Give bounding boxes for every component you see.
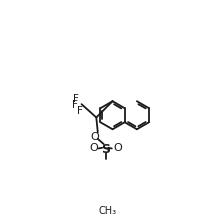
Text: O: O — [89, 143, 98, 153]
Text: CH₃: CH₃ — [98, 206, 116, 216]
Text: F: F — [73, 94, 79, 104]
Text: O: O — [113, 143, 122, 153]
Text: O: O — [90, 132, 99, 142]
Text: S: S — [101, 143, 110, 156]
Text: F: F — [72, 100, 78, 110]
Text: F: F — [77, 106, 83, 116]
